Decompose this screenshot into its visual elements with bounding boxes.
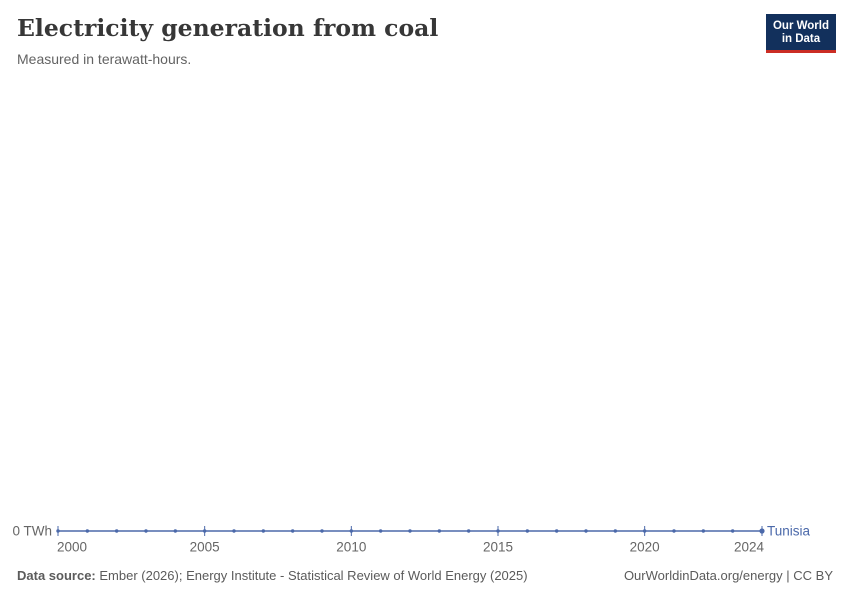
data-point[interactable] xyxy=(554,529,559,533)
data-point[interactable] xyxy=(173,529,178,533)
credit-line: OurWorldinData.org/energy | CC BY xyxy=(623,568,833,583)
data-point[interactable] xyxy=(232,529,236,533)
data-point[interactable] xyxy=(759,528,765,534)
chart-footer: Data source: Ember (2026); Energy Instit… xyxy=(17,568,833,584)
chart-header: Electricity generation from coal Measure… xyxy=(17,13,740,68)
data-source-label: Data source: xyxy=(17,568,96,583)
data-point[interactable] xyxy=(144,529,148,533)
data-source-text: Ember (2026); Energy Institute - Statist… xyxy=(95,568,528,583)
data-point[interactable] xyxy=(730,529,735,533)
data-point[interactable] xyxy=(320,529,324,533)
data-point[interactable] xyxy=(525,529,530,533)
chart-subtitle: Measured in terawatt-hours. xyxy=(17,51,192,67)
x-axis-tick-label: 2000 xyxy=(57,540,87,555)
owid-logo: Our World in Data xyxy=(765,14,836,53)
series-label-tunisia[interactable]: Tunisia xyxy=(767,524,811,539)
data-point[interactable] xyxy=(290,529,295,533)
data-point[interactable] xyxy=(642,529,647,533)
chart-title: Electricity generation from coal xyxy=(17,14,439,42)
x-axis-tick-label: 2020 xyxy=(630,540,660,555)
data-point[interactable] xyxy=(496,529,500,533)
x-axis-tick-label: 2024 xyxy=(734,540,765,555)
data-point[interactable] xyxy=(672,529,676,533)
data-point[interactable] xyxy=(437,529,442,533)
data-point[interactable] xyxy=(466,529,471,533)
owid-logo-line2: in Data xyxy=(781,33,821,45)
data-point[interactable] xyxy=(584,529,588,533)
data-point[interactable] xyxy=(613,529,618,533)
data-point[interactable] xyxy=(56,529,60,533)
data-point[interactable] xyxy=(408,529,412,533)
x-axis-tick-label: 2015 xyxy=(483,540,513,555)
data-point[interactable] xyxy=(261,529,266,533)
x-axis-tick-label: 2005 xyxy=(190,540,220,555)
data-point[interactable] xyxy=(202,529,207,533)
data-point[interactable] xyxy=(85,529,90,533)
data-source: Data source: Ember (2026); Energy Instit… xyxy=(17,568,528,584)
x-axis-tick-label: 2010 xyxy=(336,540,366,555)
data-point[interactable] xyxy=(701,529,706,533)
owid-logo-line1: Our World xyxy=(772,20,829,32)
data-point[interactable] xyxy=(378,529,383,533)
data-point[interactable] xyxy=(349,529,354,533)
y-axis-zero-label: 0 TWh xyxy=(12,524,52,539)
data-point[interactable] xyxy=(114,529,119,533)
